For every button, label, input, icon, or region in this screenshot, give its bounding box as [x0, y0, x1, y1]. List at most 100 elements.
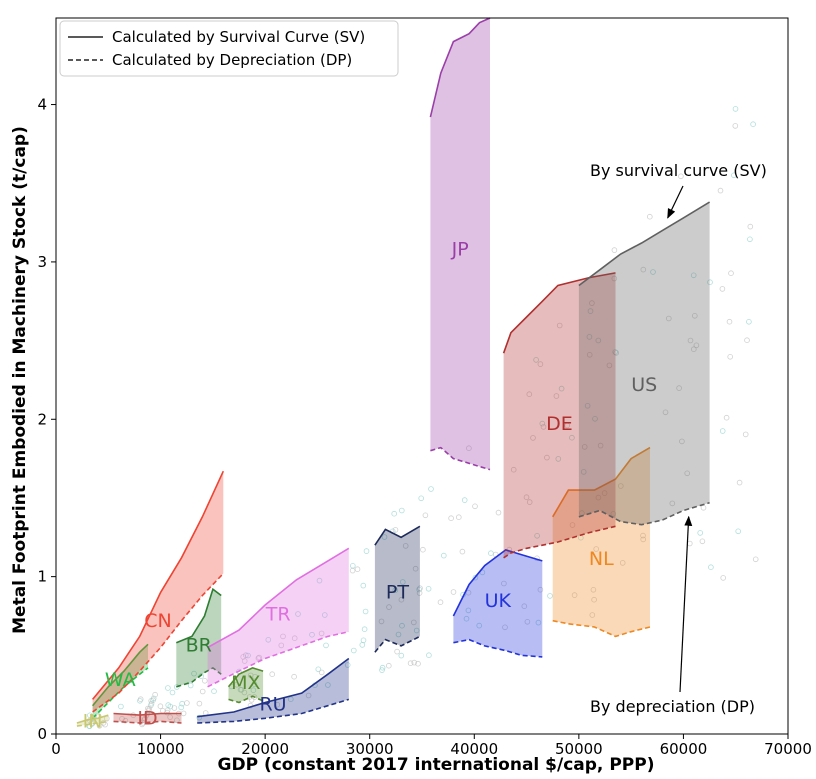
country-label-ru: RU [259, 693, 286, 715]
scatter-point [381, 534, 388, 540]
scatter-point [679, 438, 685, 445]
band-tr [207, 548, 349, 687]
band-us [578, 202, 710, 525]
scatter-point [547, 593, 553, 599]
scatter-point [428, 486, 434, 492]
scatter-point [415, 660, 421, 667]
band-de [503, 272, 616, 558]
scatter-point [178, 704, 185, 711]
scatter-point [665, 315, 672, 322]
scatter-point [171, 705, 178, 711]
annotation-arrow-dp [679, 515, 693, 693]
sv-line-in [76, 714, 109, 724]
scatter-point [318, 669, 325, 676]
legend: Calculated by Survival Curve (SV) Calcul… [59, 20, 399, 77]
x-axis-title: GDP (constant 2017 international $/cap, … [218, 755, 655, 775]
dp-line-mx [228, 695, 264, 704]
scatter-point [684, 470, 690, 477]
scatter-point [256, 654, 263, 661]
scatter-point [555, 456, 562, 462]
scatter-point [571, 592, 578, 598]
scatter-point [354, 566, 361, 572]
country-label-de: DE [546, 413, 573, 435]
scatter-point [744, 337, 750, 344]
scatter-point [728, 270, 734, 277]
dp-line-in [76, 720, 109, 727]
scatter-point [526, 499, 533, 505]
scatter-point [699, 538, 706, 545]
scatter-point [362, 608, 369, 615]
scatter-point [569, 434, 575, 441]
scatter-point [417, 585, 423, 591]
scatter-point [595, 337, 602, 344]
scatter-point [587, 308, 594, 314]
scatter-point [472, 574, 479, 581]
scatter-point [315, 666, 322, 673]
scatter-point [553, 393, 560, 399]
scatter-point [691, 312, 698, 319]
scatter-point [611, 247, 618, 253]
country-label-uk: UK [485, 590, 512, 612]
scatter-point [601, 490, 608, 496]
scatter-point [463, 615, 470, 622]
scatter-point [544, 454, 550, 461]
dp-line-br [176, 666, 222, 688]
background-scatter [84, 106, 759, 729]
scatter-point [586, 334, 593, 340]
annotation-survival-curve: By survival curve (SV) [590, 161, 767, 180]
scatter-point [412, 565, 419, 572]
scatter-point [398, 507, 405, 514]
scatter-point [747, 236, 753, 243]
legend-entry-dp: Calculated by Depreciation (DP) [112, 51, 352, 69]
scatter-point [426, 652, 432, 658]
scatter-point [196, 700, 203, 707]
scatter-point [202, 677, 208, 684]
y-tick-label: 1 [37, 568, 47, 586]
scatter-point [152, 691, 158, 698]
country-label-us: US [631, 374, 657, 396]
band-br [176, 589, 222, 687]
scatter-point [495, 509, 502, 516]
scatter-point [392, 587, 399, 593]
scatter-point [556, 322, 563, 329]
scatter-point [697, 530, 703, 536]
scatter-point [590, 586, 597, 593]
scatter-point [418, 495, 425, 502]
scatter-point [360, 582, 367, 589]
scatter-point [750, 121, 756, 127]
dp-line-cn [92, 572, 224, 713]
scatter-point [379, 667, 385, 673]
scatter-point [731, 172, 737, 179]
scatter-point [646, 213, 653, 220]
scatter-point [191, 670, 197, 677]
scatter-point [245, 652, 251, 659]
dp-line-jp [430, 446, 491, 471]
scatter-point [137, 696, 144, 702]
country-bands [76, 17, 711, 727]
scatter-point [619, 560, 626, 566]
band-ru [197, 658, 349, 723]
sv-line-nl [552, 446, 651, 518]
scatter-point [269, 671, 276, 677]
scatter-point [476, 622, 483, 629]
scatter-point [640, 536, 646, 543]
scatter-point [610, 511, 617, 517]
scatter-point [184, 700, 190, 706]
sv-line-cn [91, 470, 225, 700]
scatter-point [466, 445, 472, 452]
scatter-point [459, 548, 466, 555]
band-nl [552, 447, 650, 637]
sv-line-uk [452, 549, 543, 617]
scatter-point [379, 664, 386, 671]
scatter-point [148, 700, 155, 707]
scatter-point [363, 548, 370, 554]
scatter-point [569, 522, 576, 528]
scatter-point [118, 703, 124, 710]
scatter-point [581, 444, 588, 450]
scatter-point [461, 497, 468, 503]
scatter-point [586, 351, 593, 358]
sv-line-wa [91, 643, 149, 707]
scatter-point [96, 722, 103, 729]
scatter-point [584, 402, 591, 409]
scatter-point [580, 469, 587, 475]
